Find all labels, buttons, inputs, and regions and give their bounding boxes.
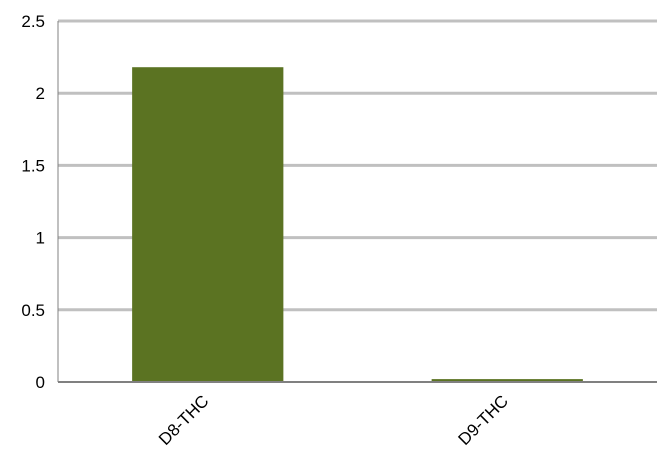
y-tick-label: 2.5 xyxy=(21,12,45,31)
x-tick-label: D9-THC xyxy=(455,391,513,449)
bar-d8-thc xyxy=(132,67,284,382)
y-tick-labels: 0 0.5 1 1.5 2 2.5 xyxy=(21,12,45,392)
x-tick-labels: D8-THC D9-THC xyxy=(155,391,512,449)
y-tick-label: 0 xyxy=(36,373,45,392)
y-tick-label: 2 xyxy=(36,84,45,103)
bars xyxy=(132,67,583,382)
bar-d9-thc xyxy=(431,379,583,382)
x-tick-label: D8-THC xyxy=(155,391,213,449)
y-tick-label: 1 xyxy=(36,229,45,248)
y-tick-label: 1.5 xyxy=(21,156,45,175)
y-tick-label: 0.5 xyxy=(21,301,45,320)
